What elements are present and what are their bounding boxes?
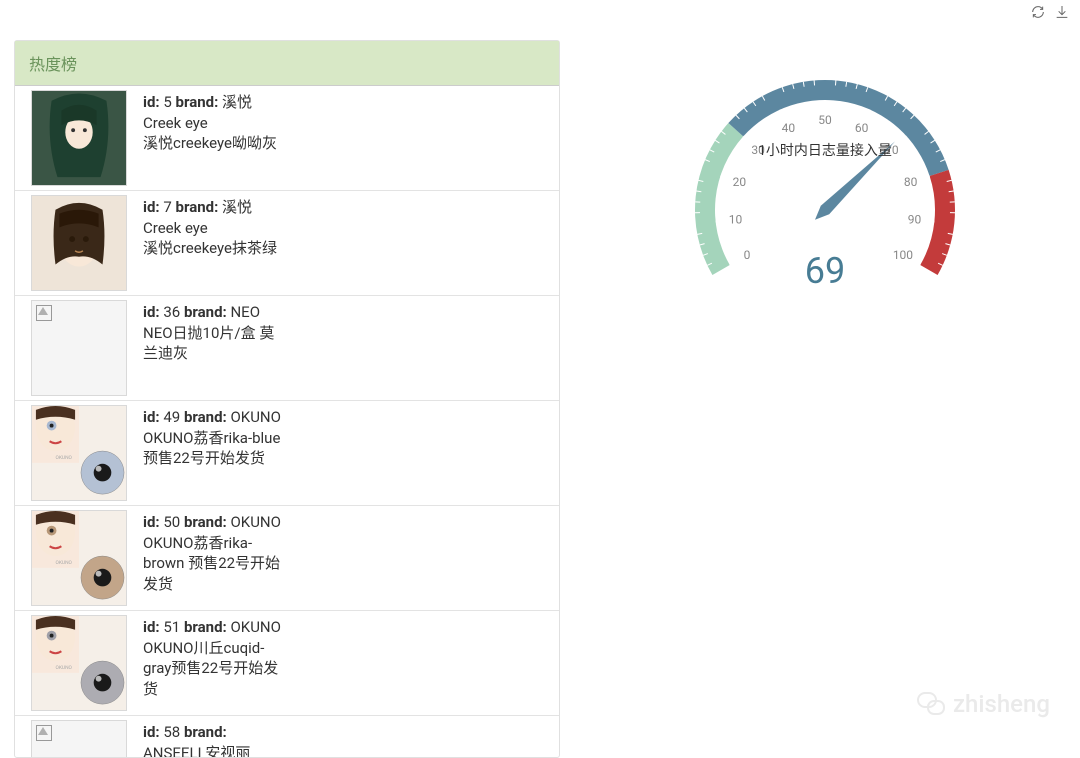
list-item[interactable]: id: 5 brand: 溪悦Creek eye溪悦creekeye呦呦灰 (15, 86, 559, 191)
item-body: id: 5 brand: 溪悦Creek eye溪悦creekeye呦呦灰 (127, 90, 281, 186)
gauge-panel: 0102030405060708090100 1小时内日志量接入量 69 (580, 40, 1070, 758)
svg-text:20: 20 (733, 175, 747, 189)
gauge-value: 69 (665, 250, 985, 292)
hot-list-panel: 热度榜 id: 5 brand: 溪悦Creek eye溪悦creekeye呦呦… (14, 40, 560, 758)
list-item[interactable]: OKUNO id: 50 brand: OKUNOOKUNO荔香rika-brow… (15, 506, 559, 611)
item-list: id: 5 brand: 溪悦Creek eye溪悦creekeye呦呦灰id:… (15, 86, 559, 757)
item-thumbnail: OKUNO (31, 405, 127, 501)
wechat-icon (917, 692, 947, 716)
list-item[interactable]: OKUNO id: 49 brand: OKUNOOKUNO荔香rika-blue… (15, 401, 559, 506)
list-item[interactable]: OKUNO id: 51 brand: OKUNOOKUNO川丘cuqid-gra… (15, 611, 559, 716)
download-icon[interactable] (1054, 4, 1070, 24)
watermark-text: zhisheng (953, 690, 1050, 718)
item-thumbnail: OKUNO (31, 510, 127, 606)
gauge-title: 1小时内日志量接入量 (665, 140, 985, 160)
item-body: id: 49 brand: OKUNOOKUNO荔香rika-blue 预售22… (127, 405, 287, 501)
refresh-icon[interactable] (1030, 4, 1046, 24)
item-body: id: 50 brand: OKUNOOKUNO荔香rika-brown 预售2… (127, 510, 287, 606)
item-thumbnail (31, 90, 127, 186)
item-body: id: 58 brand: ANSEELI 安视丽 (127, 720, 287, 757)
panel-title: 热度榜 (15, 41, 559, 86)
watermark: zhisheng (917, 690, 1050, 718)
svg-text:60: 60 (855, 121, 869, 135)
item-thumbnail: OKUNO (31, 615, 127, 711)
list-item[interactable]: id: 7 brand: 溪悦Creek eye溪悦creekeye抹茶绿 (15, 191, 559, 296)
svg-text:OKUNO: OKUNO (56, 560, 73, 566)
list-item[interactable]: id: 36 brand: NEONEO日抛10片/盒 莫兰迪灰 (15, 296, 559, 401)
svg-text:OKUNO: OKUNO (56, 665, 73, 671)
item-thumbnail (31, 300, 127, 396)
item-body: id: 51 brand: OKUNOOKUNO川丘cuqid-gray预售22… (127, 615, 287, 711)
item-thumbnail (31, 720, 127, 757)
svg-text:OKUNO: OKUNO (56, 455, 73, 461)
svg-text:50: 50 (818, 113, 832, 127)
list-item[interactable]: id: 58 brand: ANSEELI 安视丽 (15, 716, 559, 757)
item-body: id: 7 brand: 溪悦Creek eye溪悦creekeye抹茶绿 (127, 195, 281, 291)
svg-text:90: 90 (908, 212, 922, 226)
svg-text:40: 40 (782, 121, 796, 135)
svg-text:10: 10 (729, 212, 743, 226)
svg-text:80: 80 (904, 175, 918, 189)
item-thumbnail (31, 195, 127, 291)
item-body: id: 36 brand: NEONEO日抛10片/盒 莫兰迪灰 (127, 300, 287, 396)
